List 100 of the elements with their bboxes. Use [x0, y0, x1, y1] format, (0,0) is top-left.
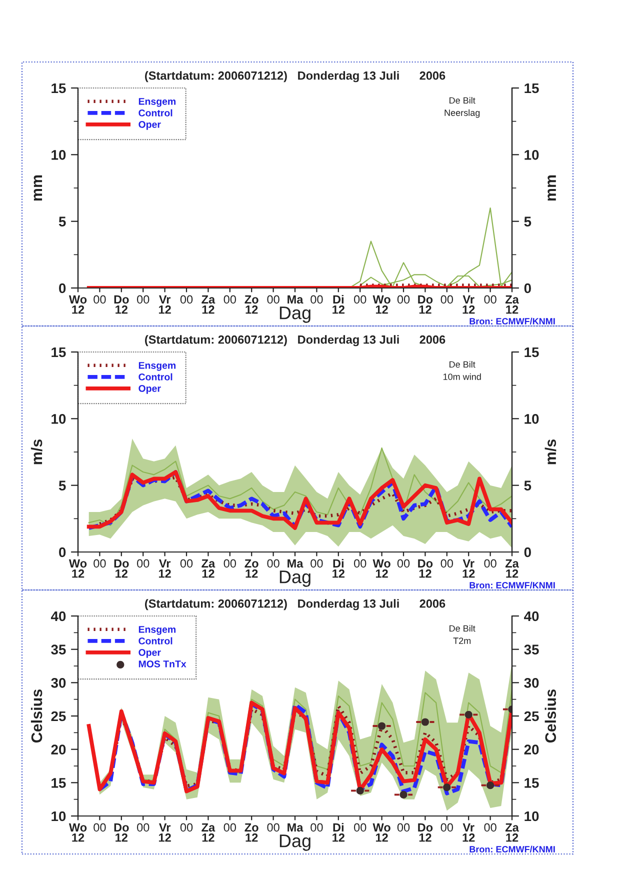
y2-tick-label: 5 — [524, 216, 532, 227]
x-tick-label: Za 12 — [202, 295, 216, 314]
x-tick-label: 00 — [484, 295, 496, 304]
x-tick-label: Vr 12 — [158, 823, 171, 842]
y2-tick-label: 0 — [524, 283, 531, 294]
x-tick-label: Vr 12 — [462, 823, 475, 842]
x-tick-label: Di 12 — [332, 822, 344, 842]
x-tick-label: Wo 12 — [372, 823, 390, 842]
x-axis-title: Dag — [280, 570, 310, 587]
x-tick-label: 00 — [354, 559, 366, 568]
y-tick-label: 35 — [51, 644, 66, 655]
x-tick-label: 00 — [354, 823, 366, 832]
x-tick-label: Wo 12 — [68, 823, 87, 842]
x-tick-label: Wo 12 — [372, 295, 390, 314]
legend-label: Oper — [138, 121, 161, 130]
y2-tick-label: 15 — [524, 347, 539, 358]
chart-title: (Startdatum: 2006071212) Donderdag 13 Juli 2006 — [145, 335, 446, 346]
x-tick-label: 00 — [136, 295, 150, 304]
y-tick-label: 20 — [51, 744, 66, 755]
y-tick-label: 10 — [52, 150, 66, 160]
x-tick-label: 00 — [310, 823, 323, 832]
x-tick-label: 00 — [136, 823, 150, 832]
y2-tick-label: 5 — [524, 480, 532, 491]
chart-title: (Startdatum: 2006071212) Donderdag 13 Juli 2006 — [145, 71, 446, 82]
y2-axis-title: mm — [548, 175, 556, 201]
y2-tick-label: 20 — [524, 744, 539, 755]
x-axis-title: Dag — [280, 306, 310, 323]
x-tick-label: Vr 12 — [158, 559, 171, 578]
text: Bron: ECMWF/KNMI — [470, 318, 555, 325]
legend-label: MOS TnTx — [138, 660, 186, 668]
x-tick-label: 00 — [484, 823, 496, 832]
x-tick-label: 00 — [180, 823, 193, 832]
x-tick-label: Za 12 — [202, 823, 216, 842]
legend-label: Control — [138, 637, 172, 644]
x-tick-label: Vr 12 — [462, 295, 475, 314]
x-tick-label: Do 12 — [418, 823, 433, 842]
x-tick-label: Do 12 — [114, 823, 129, 842]
x-tick-label: 00 — [94, 559, 106, 568]
text: Bron: ECMWF/KNMI — [470, 846, 555, 853]
x-tick-label: 00 — [310, 295, 323, 304]
x-tick-label: 00 — [267, 295, 280, 304]
y-axis-title: m/s — [30, 439, 42, 464]
y-axis-title: mm — [34, 175, 42, 201]
x-tick-label: 00 — [354, 295, 366, 304]
x-tick-label: Do 12 — [418, 559, 433, 578]
y2-tick-label: 35 — [524, 644, 539, 655]
y2-tick-label: 10 — [524, 414, 539, 424]
x-tick-label: 00 — [267, 559, 280, 568]
x-tick-label: 00 — [397, 823, 410, 832]
x-tick-label: Wo 12 — [372, 559, 390, 578]
y2-tick-label: 15 — [524, 83, 539, 94]
x-tick-label: Vr 12 — [462, 559, 475, 578]
chart-title: (Startdatum: 2006071212) Donderdag 13 Juli 2006 — [145, 599, 446, 610]
y-tick-label: 5 — [58, 480, 66, 491]
legend-label: Ensgem — [138, 362, 176, 371]
y2-tick-label: 30 — [524, 678, 539, 688]
x-tick-label: Ma — [288, 559, 304, 568]
legend-label: Ensgem — [138, 98, 176, 107]
x-tick-label: Zo 12 — [244, 295, 258, 314]
x-tick-label: 00 — [484, 559, 496, 568]
x-tick-label: Za 12 — [505, 823, 519, 842]
x-tick-label: 00 — [440, 823, 454, 832]
x-tick-label: Do 12 — [418, 295, 433, 314]
y-tick-label: 10 — [52, 414, 66, 424]
x-tick-label: 00 — [94, 823, 106, 832]
text: Bron: ECMWF/KNMI — [470, 582, 555, 589]
y-tick-label: 40 — [50, 611, 66, 622]
x-tick-label: 00 — [224, 559, 236, 568]
y2-tick-label: 10 — [524, 150, 539, 160]
x-tick-label: Ma — [288, 823, 304, 832]
x-tick-label: 00 — [94, 295, 106, 304]
y2-tick-label: 15 — [524, 778, 539, 788]
y-tick-label: 15 — [52, 83, 66, 94]
y-tick-label: 15 — [52, 347, 66, 358]
y2-axis-title: m/s — [544, 439, 556, 464]
y-tick-label: 0 — [59, 547, 66, 558]
annotation: De Bilt 10m wind — [443, 361, 481, 380]
y-tick-label: 30 — [51, 678, 66, 688]
x-tick-label: Vr 12 — [158, 295, 171, 314]
x-tick-label: Zo 12 — [244, 559, 258, 578]
x-tick-label: 00 — [440, 295, 454, 304]
x-axis-title: Dag — [280, 834, 310, 851]
y-tick-label: 0 — [59, 283, 66, 294]
x-tick-label: 00 — [310, 559, 323, 568]
y2-tick-label: 40 — [524, 611, 539, 622]
y-tick-label: 10 — [52, 811, 66, 822]
x-tick-label: Za 12 — [202, 559, 216, 578]
y2-tick-label: 25 — [524, 711, 539, 722]
x-tick-label: 00 — [440, 559, 454, 568]
y2-axis-title: Celsius — [544, 689, 556, 743]
legend-label: Control — [138, 109, 172, 116]
y-tick-label: 25 — [51, 711, 66, 722]
annotation: De Bilt Neerslag — [444, 97, 480, 118]
x-tick-label: 00 — [397, 559, 410, 568]
annotation: De Bilt T2m — [450, 625, 476, 644]
x-tick-label: Za 12 — [505, 295, 519, 314]
x-tick-label: 00 — [180, 295, 193, 304]
y-tick-label: 15 — [52, 778, 66, 788]
x-tick-label: Wo 12 — [68, 295, 87, 314]
x-tick-label: Zo 12 — [244, 823, 258, 842]
